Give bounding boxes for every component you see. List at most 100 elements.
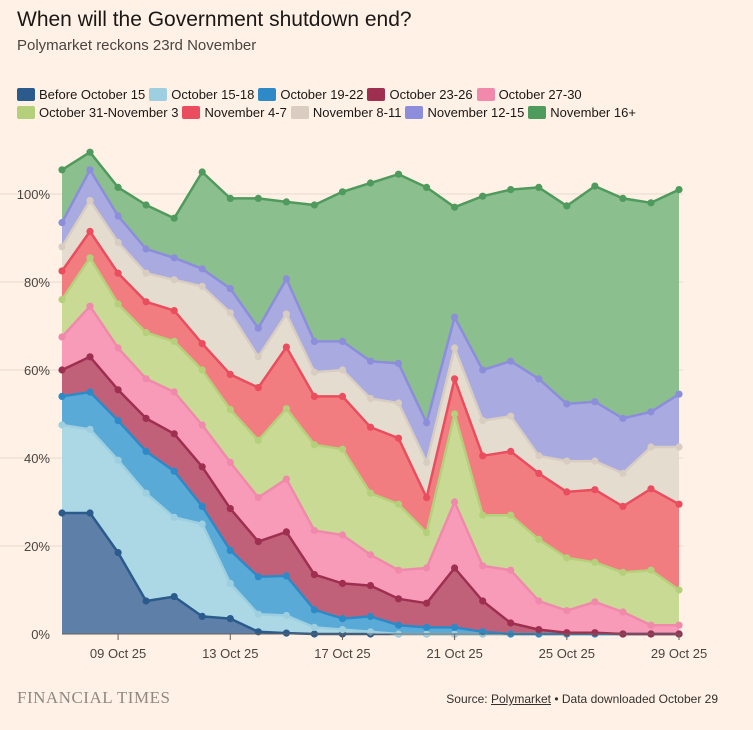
data-point <box>114 300 122 308</box>
data-point <box>58 296 66 304</box>
legend-swatch <box>258 88 277 101</box>
data-point <box>86 148 94 156</box>
chart-subtitle: Polymarket reckons 23rd November <box>17 37 257 54</box>
chart-legend: Before October 15 October 15-18 October 19… <box>17 86 737 121</box>
data-point <box>114 212 122 220</box>
area-0 <box>62 513 679 634</box>
data-point <box>479 366 487 374</box>
data-point <box>226 458 234 466</box>
legend-item: November 8-11 <box>290 104 401 121</box>
data-point <box>198 520 206 528</box>
data-point <box>366 179 375 187</box>
data-point <box>310 201 318 209</box>
data-point <box>366 582 375 590</box>
data-point <box>58 421 66 429</box>
data-point <box>170 467 178 475</box>
legend-swatch <box>367 88 386 101</box>
data-point <box>591 558 599 566</box>
legend-label: October 31-November 3 <box>39 105 179 120</box>
data-point <box>310 527 318 535</box>
data-point <box>58 366 66 374</box>
y-tick-label: 60% <box>24 363 50 378</box>
data-point <box>170 337 178 345</box>
data-point <box>423 564 431 572</box>
data-point <box>142 329 150 337</box>
source-suffix: • Data downloaded October 29 <box>551 692 718 706</box>
data-point <box>114 183 122 191</box>
x-tick-label: 21 Oct 25 <box>426 646 482 661</box>
data-point <box>338 337 347 345</box>
data-point <box>394 359 403 367</box>
legend-swatch <box>405 106 424 119</box>
data-point <box>591 182 599 190</box>
data-point <box>282 629 290 637</box>
y-tick-label: 100% <box>17 187 51 202</box>
data-point <box>114 269 122 277</box>
data-point <box>591 598 599 606</box>
data-point <box>142 298 150 306</box>
data-point <box>86 227 94 235</box>
data-point <box>479 511 487 519</box>
legend-item: Before October 15 <box>17 86 145 103</box>
data-point <box>198 502 206 510</box>
legend-label: October 23-26 <box>389 87 473 102</box>
y-tick-label: 20% <box>24 539 50 554</box>
data-point <box>170 593 178 601</box>
data-point <box>394 170 403 178</box>
legend-swatch <box>528 106 547 119</box>
data-point <box>423 183 431 191</box>
data-point <box>58 243 66 251</box>
legend-swatch <box>17 106 35 119</box>
data-point <box>479 452 487 460</box>
data-point <box>619 568 627 577</box>
legend-label: November 4-7 <box>204 105 287 120</box>
data-point <box>619 414 627 422</box>
chart-title: When will the Government shutdown end? <box>17 8 412 31</box>
data-point <box>563 488 571 496</box>
data-point <box>226 579 234 588</box>
data-point <box>394 566 403 574</box>
data-point <box>535 535 543 544</box>
data-point <box>563 202 571 210</box>
data-point <box>142 269 150 277</box>
data-point <box>507 566 515 574</box>
data-point <box>366 612 375 621</box>
data-point <box>647 443 655 451</box>
data-point <box>282 528 290 536</box>
legend-label: October 27-30 <box>498 87 582 102</box>
data-point <box>423 419 431 427</box>
data-point <box>338 531 347 539</box>
legend-swatch <box>476 88 495 101</box>
ft-logo: FINANCIAL TIMES <box>17 688 171 707</box>
data-point <box>86 302 94 310</box>
data-point <box>535 469 543 477</box>
legend-label: Before October 15 <box>39 87 146 102</box>
data-point <box>142 245 150 253</box>
data-point <box>591 629 599 637</box>
data-point <box>226 370 234 378</box>
data-point <box>675 586 683 594</box>
data-point <box>226 546 234 555</box>
legend-label: November 16+ <box>550 105 636 120</box>
data-point <box>507 447 515 455</box>
data-point <box>282 198 290 206</box>
area-2 <box>62 392 679 634</box>
source-link[interactable]: Polymarket <box>490 692 552 706</box>
data-point <box>423 599 431 607</box>
data-point <box>507 511 515 519</box>
data-point <box>338 615 347 623</box>
data-point <box>338 626 347 634</box>
data-point <box>198 265 206 273</box>
data-point <box>591 457 599 465</box>
data-point <box>647 199 655 207</box>
data-point <box>310 606 318 614</box>
data-point <box>451 344 459 352</box>
data-point <box>310 623 318 632</box>
data-point <box>142 375 150 383</box>
data-point <box>394 399 403 407</box>
source-note: Source: Polymarket • Data downloaded Oct… <box>446 692 718 706</box>
data-point <box>142 414 150 422</box>
data-point <box>282 275 290 283</box>
data-point <box>451 313 459 321</box>
data-point <box>479 562 487 570</box>
